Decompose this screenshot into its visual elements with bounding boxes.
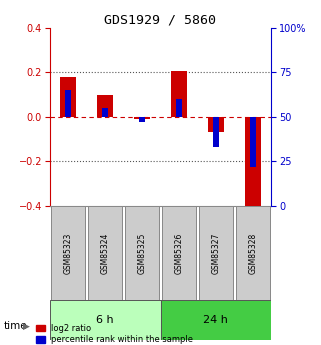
Bar	[139, 117, 145, 122]
Text: 24 h: 24 h	[204, 315, 228, 325]
FancyBboxPatch shape	[88, 206, 122, 300]
Bar	[176, 99, 182, 117]
Text: ▶: ▶	[23, 322, 30, 331]
Text: GSM85323: GSM85323	[64, 232, 73, 274]
Bar	[102, 108, 108, 117]
Bar	[134, 117, 150, 119]
FancyBboxPatch shape	[50, 300, 160, 340]
Bar	[208, 117, 224, 132]
FancyBboxPatch shape	[51, 206, 85, 300]
Legend: log2 ratio, percentile rank within the sample: log2 ratio, percentile rank within the s…	[36, 324, 193, 344]
FancyBboxPatch shape	[162, 206, 196, 300]
Bar	[60, 77, 76, 117]
FancyBboxPatch shape	[125, 206, 159, 300]
Bar	[65, 90, 71, 117]
Text: 6 h: 6 h	[96, 315, 114, 325]
FancyBboxPatch shape	[236, 206, 270, 300]
FancyBboxPatch shape	[160, 300, 271, 340]
Bar	[250, 117, 256, 167]
Text: GSM85325: GSM85325	[137, 232, 147, 274]
Bar	[97, 95, 113, 117]
Text: time: time	[3, 321, 27, 331]
Text: GSM85326: GSM85326	[174, 232, 184, 274]
Text: GSM85327: GSM85327	[211, 232, 221, 274]
Title: GDS1929 / 5860: GDS1929 / 5860	[105, 13, 216, 27]
Bar	[245, 117, 261, 210]
Bar	[171, 71, 187, 117]
Text: GSM85328: GSM85328	[248, 232, 257, 274]
Text: GSM85324: GSM85324	[100, 232, 110, 274]
Bar	[213, 117, 219, 147]
FancyBboxPatch shape	[199, 206, 233, 300]
